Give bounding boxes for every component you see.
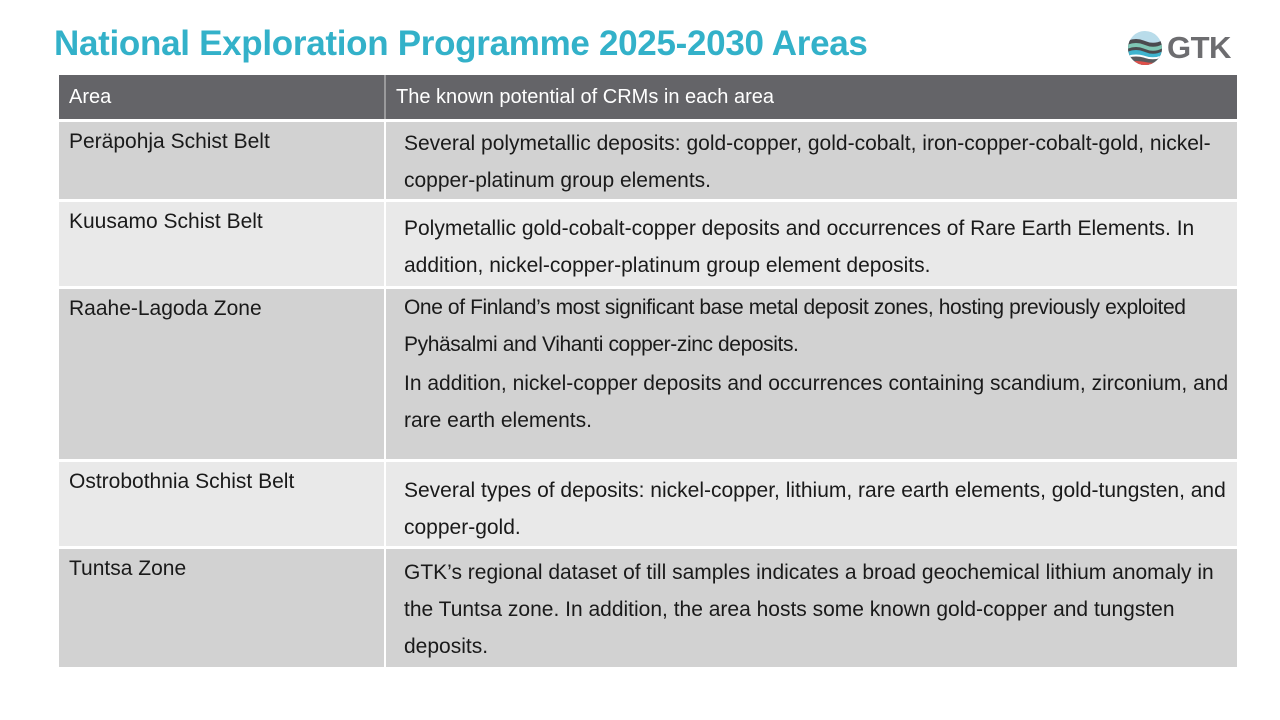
area-name: Peräpohja Schist Belt bbox=[69, 130, 270, 153]
area-potential: One of Finland’s most significant base m… bbox=[404, 296, 1186, 356]
gtk-logo: GTK bbox=[1127, 30, 1231, 66]
logo-text: GTK bbox=[1167, 30, 1231, 65]
area-potential: Several types of deposits: nickel-copper… bbox=[404, 479, 1226, 539]
table-row: Peräpohja Schist Belt Several polymetall… bbox=[59, 122, 1237, 199]
areas-table: Area The known potential of CRMs in each… bbox=[59, 75, 1237, 670]
column-header-area: Area bbox=[59, 75, 386, 119]
area-potential-addition: In addition, nickel-copper deposits and … bbox=[404, 372, 1229, 432]
area-name: Kuusamo Schist Belt bbox=[69, 210, 263, 233]
area-potential: Polymetallic gold-cobalt-copper deposits… bbox=[404, 217, 1195, 277]
table-row: Kuusamo Schist Belt Polymetallic gold-co… bbox=[59, 202, 1237, 286]
area-name: Raahe-Lagoda Zone bbox=[69, 297, 262, 320]
table-header: Area The known potential of CRMs in each… bbox=[59, 75, 1237, 119]
table-row: Raahe-Lagoda Zone One of Finland’s most … bbox=[59, 289, 1237, 459]
area-potential: Several polymetallic deposits: gold-copp… bbox=[404, 132, 1211, 192]
gtk-globe-logo-icon bbox=[1128, 31, 1162, 65]
table-row: Ostrobothnia Schist Belt Several types o… bbox=[59, 462, 1237, 546]
area-name: Ostrobothnia Schist Belt bbox=[69, 470, 295, 493]
area-name: Tuntsa Zone bbox=[69, 557, 187, 580]
area-potential: GTK’s regional dataset of till samples i… bbox=[404, 561, 1214, 658]
column-header-potential: The known potential of CRMs in each area bbox=[396, 86, 774, 108]
page-title: National Exploration Programme 2025-2030… bbox=[54, 24, 868, 63]
table-row: Tuntsa Zone GTK’s regional dataset of ti… bbox=[59, 549, 1237, 667]
